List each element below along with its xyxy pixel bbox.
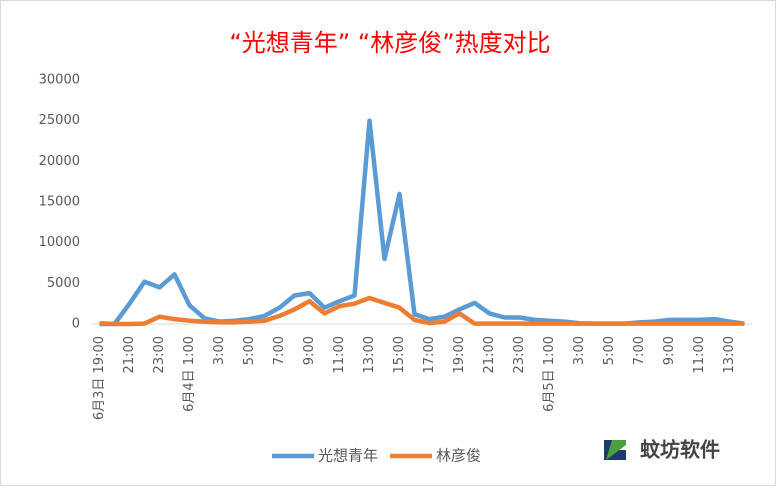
x-tick-label: 5:00	[242, 336, 257, 365]
y-tick-label: 10000	[39, 235, 80, 250]
x-tick-label: 13:00	[722, 336, 737, 373]
x-tick-label: 19:00	[452, 336, 467, 373]
x-tick-label: 13:00	[362, 336, 377, 373]
x-tick-label: 6月3日 19:00	[92, 336, 107, 420]
y-tick-label: 15000	[39, 195, 80, 210]
y-tick-label: 20000	[39, 154, 80, 169]
x-tick-label: 21:00	[482, 336, 497, 373]
series-line	[99, 295, 745, 327]
x-tick-label: 9:00	[302, 336, 317, 365]
x-tick-label: 9:00	[662, 336, 677, 365]
x-tick-label: 5:00	[602, 336, 617, 365]
x-tick-label: 23:00	[512, 336, 527, 373]
x-tick-label: 7:00	[272, 336, 287, 365]
x-tick-label: 3:00	[572, 336, 587, 365]
logo	[604, 440, 626, 460]
x-tick-label: 6月4日 1:00	[182, 336, 197, 412]
legend-label: 光想青年	[318, 447, 378, 465]
y-tick-label: 25000	[39, 113, 80, 128]
watermark: 蚊坊软件	[640, 438, 720, 462]
x-tick-label: 6月5日 1:00	[542, 336, 557, 412]
x-tick-label: 17:00	[422, 336, 437, 373]
x-tick-label: 15:00	[392, 336, 407, 373]
legend-label: 林彦俊	[436, 447, 481, 465]
y-tick-label: 30000	[39, 73, 80, 88]
y-tick-label: 0	[72, 317, 80, 332]
x-tick-label: 7:00	[632, 336, 647, 365]
x-tick-label: 3:00	[212, 336, 227, 365]
x-tick-label: 23:00	[152, 336, 167, 373]
y-tick-label: 5000	[47, 276, 80, 291]
chart-title: “光想青年” “林彦俊”热度对比	[229, 29, 550, 57]
x-tick-label: 21:00	[122, 336, 137, 373]
x-tick-label: 11:00	[692, 336, 707, 373]
x-tick-label: 11:00	[332, 336, 347, 373]
